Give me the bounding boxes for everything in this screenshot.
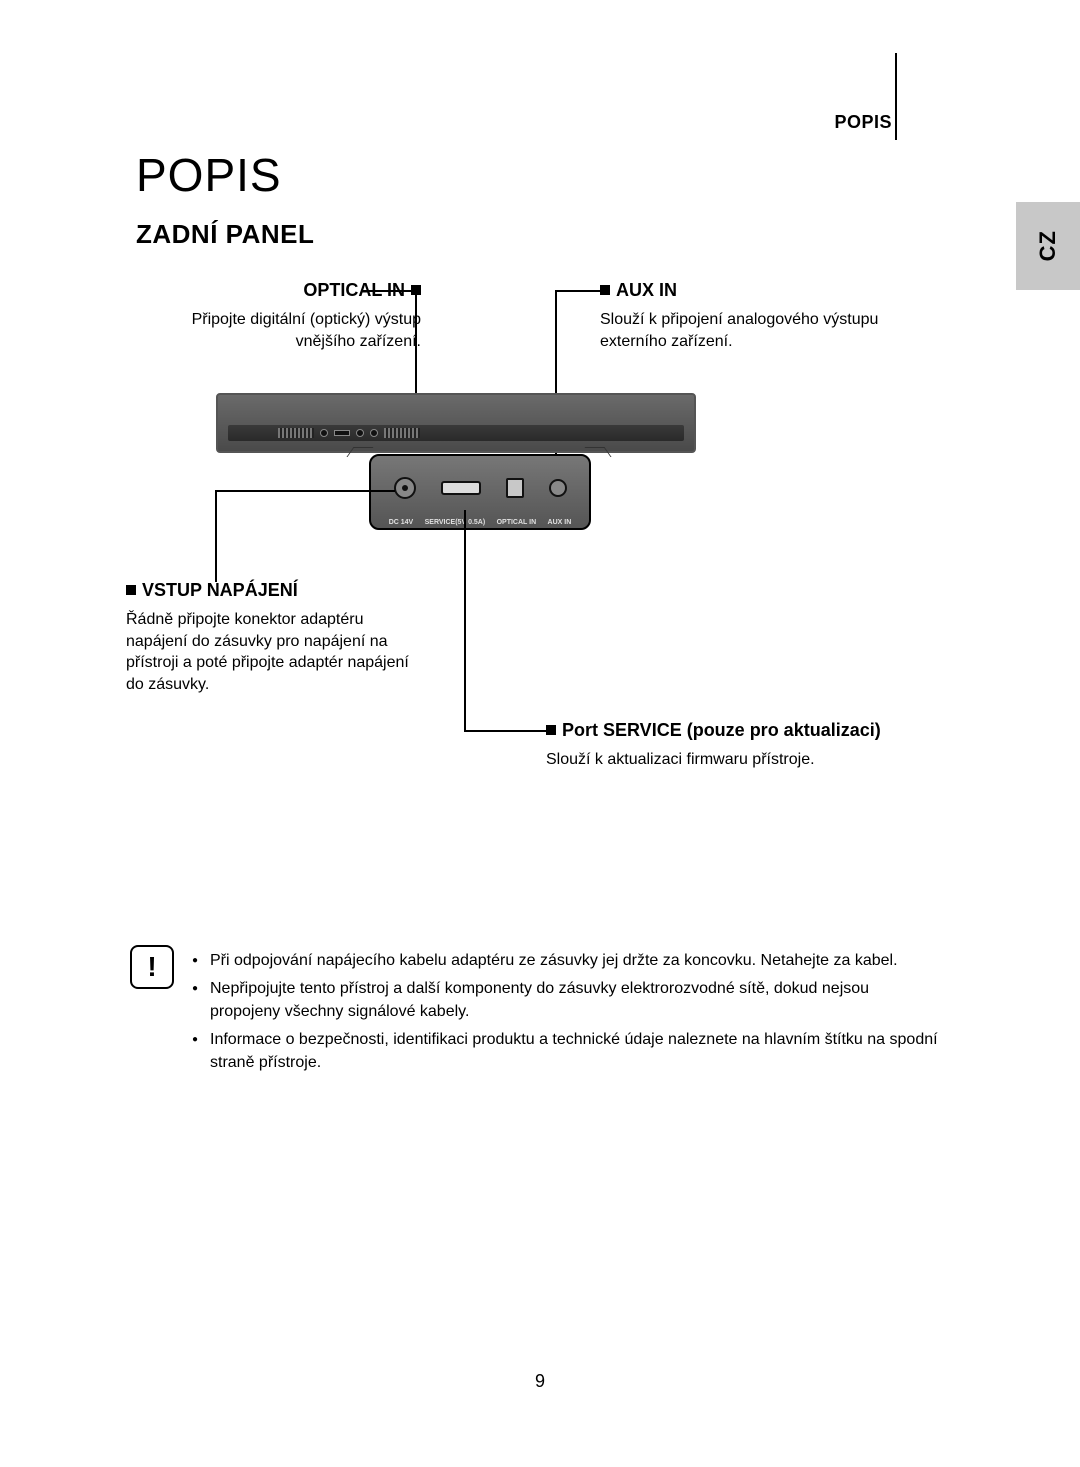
callout-service-title: Port SERVICE (pouze pro aktualizaci): [546, 720, 896, 741]
page-number: 9: [0, 1371, 1080, 1392]
callout-power-title: VSTUP NAPÁJENÍ: [126, 580, 426, 601]
leader-line: [555, 290, 602, 292]
leader-line: [415, 290, 417, 400]
port-label-aux: AUX IN: [548, 519, 572, 526]
caution-list: Při odpojování napájecího kabelu adaptér…: [192, 950, 942, 1080]
usb-service-port-icon: [441, 481, 481, 495]
callout-service: Port SERVICE (pouze pro aktualizaci) Slo…: [546, 720, 896, 771]
port-panel-zoom: DC 14V SERVICE(5V 0.5A) OPTICAL IN AUX I…: [369, 454, 591, 530]
manual-page: POPIS CZ POPIS ZADNÍ PANEL OPTICAL IN Př…: [0, 0, 1080, 1467]
callout-aux: AUX IN Slouží k připojení analogového vý…: [600, 280, 900, 352]
device-rear-illustration: [216, 393, 696, 453]
caution-item: Nepřipojujte tento přístroj a další komp…: [192, 978, 942, 1023]
leader-line: [362, 290, 417, 292]
port-panel-labels: DC 14V SERVICE(5V 0.5A) OPTICAL IN AUX I…: [383, 519, 577, 526]
callout-power-body: Řádně připojte konektor adaptéru napájen…: [126, 609, 426, 695]
vent-grille-icon: [384, 428, 420, 438]
port-label-usb: SERVICE(5V 0.5A): [425, 519, 486, 526]
callout-aux-body: Slouží k připojení analogového výstupu e…: [600, 309, 900, 352]
port-dot-icon: [356, 429, 364, 437]
optical-port-icon: [506, 478, 524, 498]
callout-service-body: Slouží k aktualizaci firmwaru přístroje.: [546, 749, 896, 771]
section-title: ZADNÍ PANEL: [136, 219, 314, 250]
caution-item: Informace o bezpečnosti, identifikaci pr…: [192, 1029, 942, 1074]
leader-line: [464, 510, 466, 730]
callout-power: VSTUP NAPÁJENÍ Řádně připojte konektor a…: [126, 580, 426, 695]
leader-line: [215, 490, 395, 492]
callout-aux-title: AUX IN: [600, 280, 900, 301]
running-head: POPIS: [834, 112, 892, 133]
port-label-optical: OPTICAL IN: [497, 519, 537, 526]
port-dot-icon: [320, 429, 328, 437]
header-rule: [895, 53, 897, 140]
caution-icon: !: [130, 945, 174, 989]
vent-grille-icon: [278, 428, 314, 438]
dc-jack-icon: [394, 477, 416, 499]
page-title: POPIS: [136, 148, 282, 202]
port-dot-icon: [370, 429, 378, 437]
language-tab: CZ: [1016, 202, 1080, 290]
device-port-strip: [228, 425, 684, 441]
port-label-dc: DC 14V: [389, 519, 414, 526]
leader-line: [215, 490, 217, 582]
aux-jack-icon: [549, 479, 567, 497]
callout-optical-body: Připojte digitální (optický) výstup vněj…: [146, 309, 421, 352]
caution-item: Při odpojování napájecího kabelu adaptér…: [192, 950, 942, 972]
leader-line: [464, 730, 548, 732]
port-slot-icon: [334, 430, 350, 436]
port-panel-ports: [381, 466, 579, 510]
language-tab-label: CZ: [1035, 230, 1061, 261]
